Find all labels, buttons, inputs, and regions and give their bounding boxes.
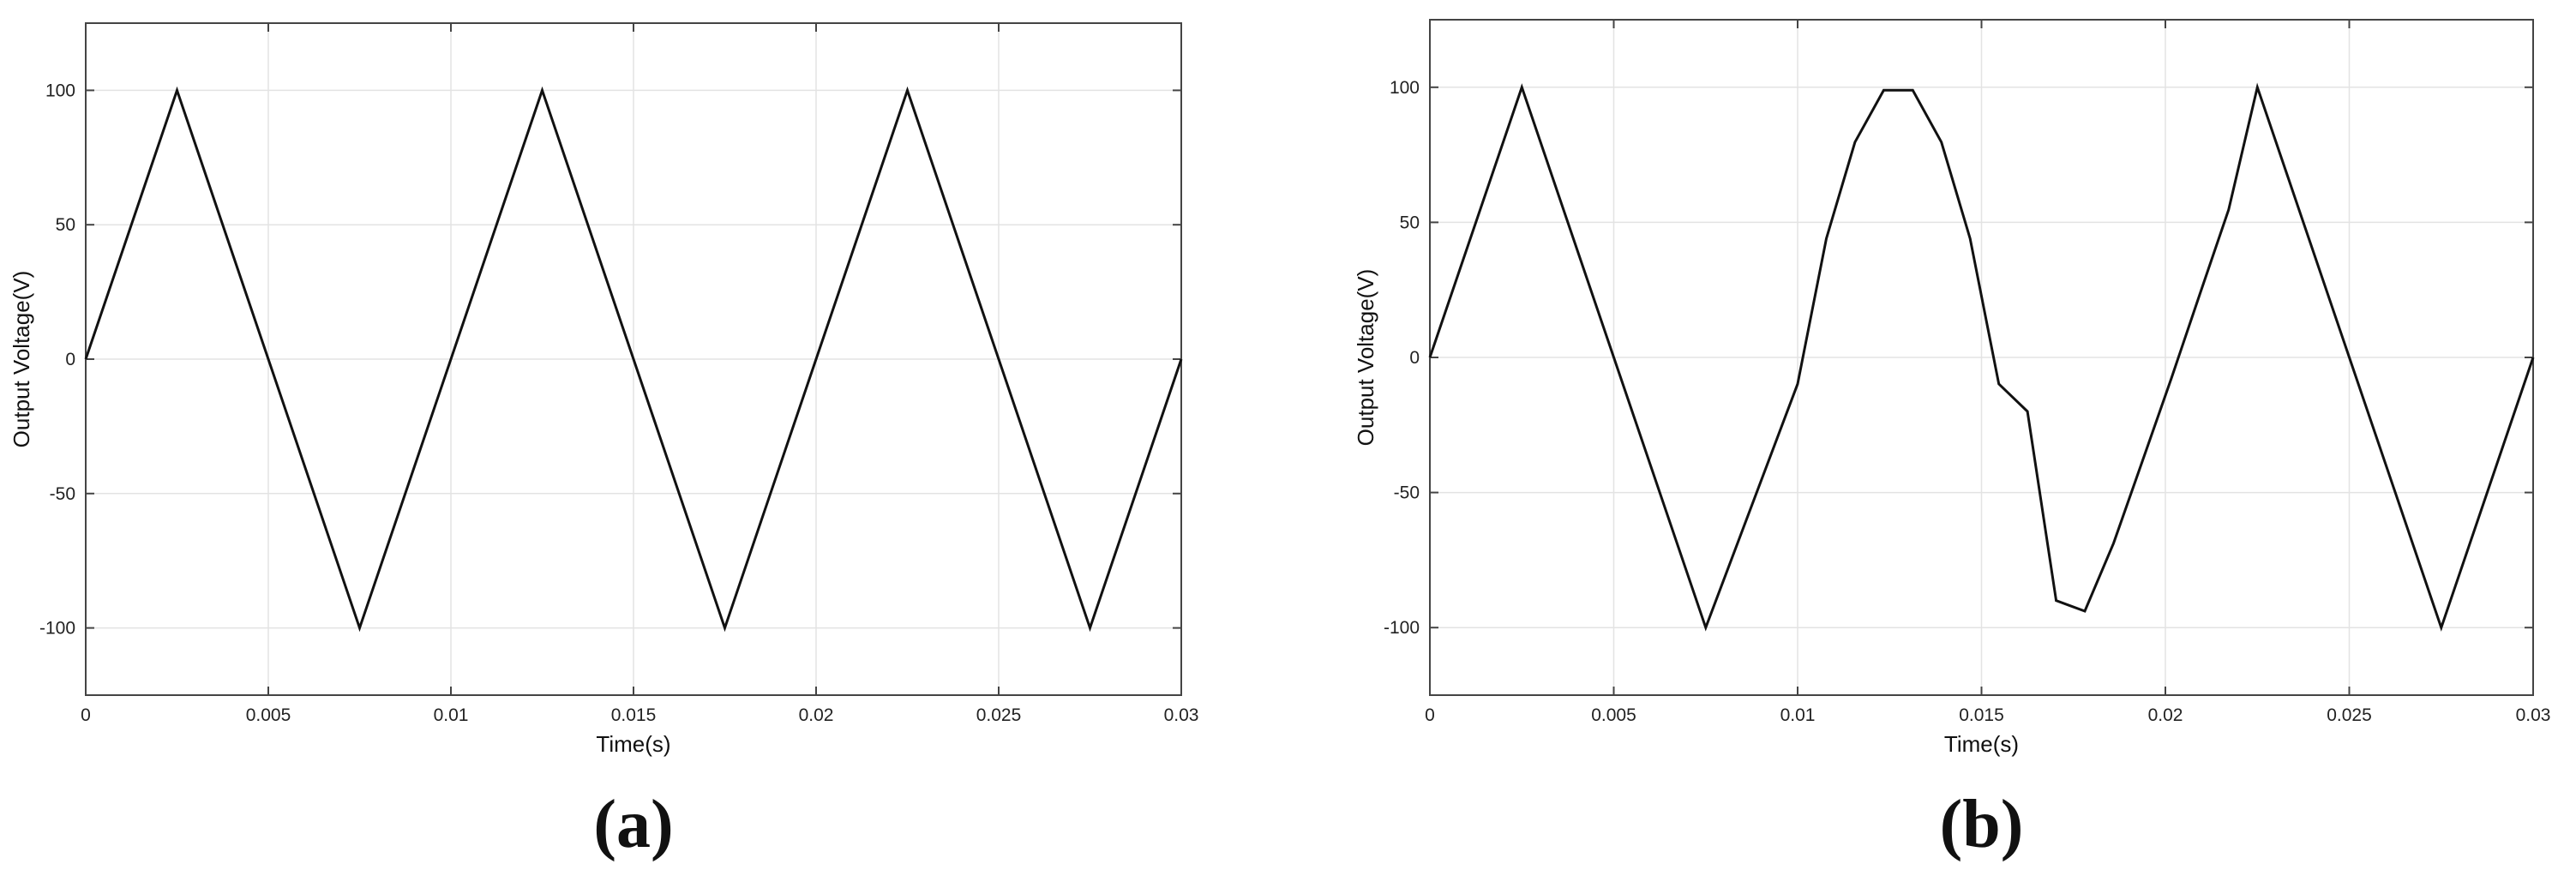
y-tick-label: 100 [1390, 78, 1420, 98]
x-tick-label: 0.01 [434, 705, 469, 725]
x-tick-label: 0.03 [1164, 705, 1199, 725]
x-tick-label: 0.015 [1959, 705, 2004, 725]
y-tick-label: -100 [39, 619, 75, 639]
series-line [84, 86, 1183, 633]
axis-ticks: 0 0.005 0.01 0.015 0.02 0.025 0.03 -100 -50 0 50 10… [1384, 20, 2550, 725]
series-line [1428, 82, 2535, 632]
x-tick-label: 0.03 [2516, 705, 2551, 725]
x-axis-title: Time(s) [1944, 731, 2019, 757]
y-tick-label: -50 [1394, 483, 1420, 503]
x-axis-title: Time(s) [596, 731, 670, 757]
panel-label: (b) [1940, 787, 2024, 862]
y-axis-title: Output Voltage(V) [1353, 269, 1378, 447]
data-series [84, 86, 1183, 633]
y-tick-label: 50 [1400, 213, 1420, 232]
x-tick-label: 0.005 [1591, 705, 1636, 725]
axis-ticks: 0 0.005 0.01 0.015 0.02 0.025 0.03 -100 -50 0 50 10… [39, 23, 1198, 725]
x-tick-label: 0.025 [2327, 705, 2372, 725]
y-tick-label: -100 [1384, 618, 1420, 638]
y-tick-label: 0 [65, 350, 75, 369]
chart-panel-b: 0 0.005 0.01 0.015 0.02 0.025 0.03 -100 -50 0 50 10… [1353, 19, 2550, 862]
grid-lines [1429, 20, 2534, 695]
y-tick-label: -50 [50, 484, 75, 504]
x-tick-label: 0 [1425, 705, 1435, 725]
x-tick-label: 0.02 [799, 705, 834, 725]
chart-panel-a: 0 0.005 0.01 0.015 0.02 0.025 0.03 -100 -50 0 50 10… [9, 22, 1198, 862]
y-tick-label: 100 [45, 81, 75, 100]
x-tick-label: 0 [81, 705, 91, 725]
x-tick-label: 0.025 [976, 705, 1022, 725]
y-tick-label: 50 [56, 215, 75, 235]
x-tick-label: 0.005 [246, 705, 291, 725]
x-tick-label: 0.01 [1780, 705, 1816, 725]
y-tick-label: 0 [1409, 348, 1420, 368]
x-tick-label: 0.015 [611, 705, 657, 725]
data-series [1428, 82, 2535, 632]
y-axis-title: Output Voltage(V) [9, 271, 34, 448]
panel-label: (a) [593, 787, 673, 862]
x-tick-label: 0.02 [2148, 705, 2183, 725]
